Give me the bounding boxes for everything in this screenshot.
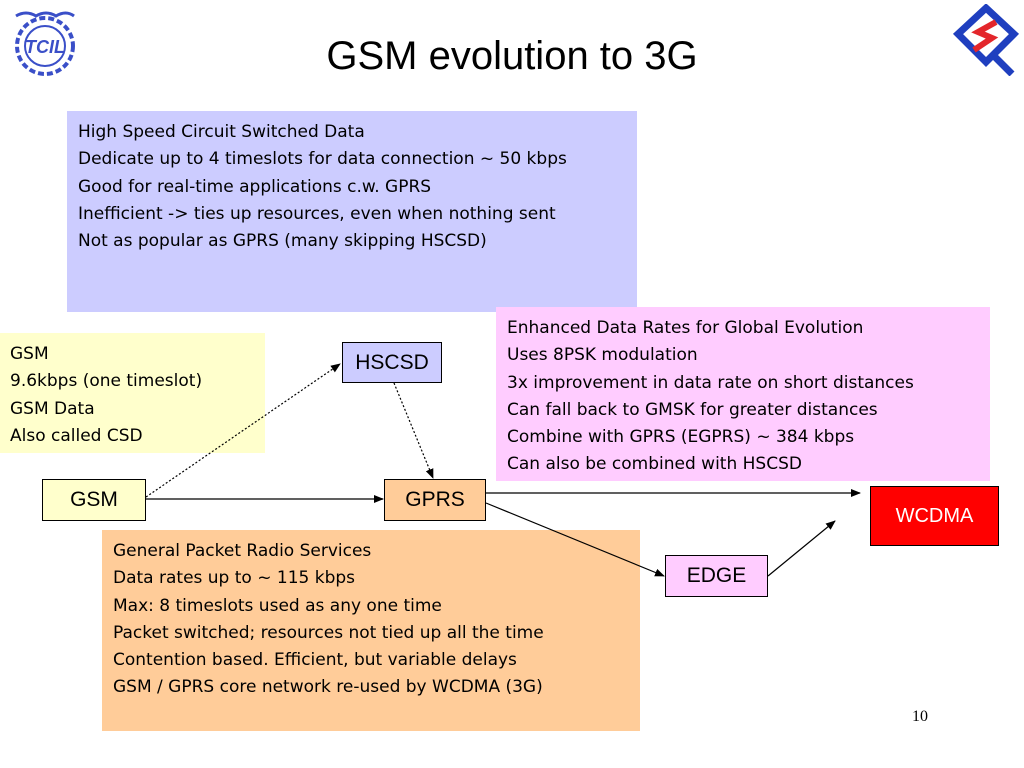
q-logo-icon xyxy=(952,4,1020,76)
edge-description-line: Can fall back to GMSK for greater distan… xyxy=(507,399,878,420)
gprs-description-line: Data rates up to ~ 115 kbps xyxy=(113,568,356,589)
tcil-logo-text: TCIL xyxy=(25,37,65,57)
gsm-description-line: Also called CSD xyxy=(10,425,143,446)
gsm-description-box: GSM 9.6kbps (one timeslot) GSM Data Also… xyxy=(0,333,265,453)
edge-description-line: Combine with GPRS (EGPRS) ~ 384 kbps xyxy=(507,427,855,448)
gprs-description-line: GSM / GPRS core network re-used by WCDMA… xyxy=(113,677,543,698)
edge-description-heading: Enhanced Data Rates for Global Evolution xyxy=(507,318,864,338)
hscsd-description-box: High Speed Circuit Switched Data Dedicat… xyxy=(67,111,637,312)
gprs-node: GPRS xyxy=(384,479,486,521)
edge-description-line: Can also be combined with HSCSD xyxy=(507,454,802,475)
tcil-logo-icon: TCIL xyxy=(15,11,75,76)
hscsd-description-line: Good for real-time applications c.w. GPR… xyxy=(78,176,432,197)
edge-description-box: Enhanced Data Rates for Global Evolution… xyxy=(496,307,990,481)
edge-to-wcdma-arrow xyxy=(767,520,836,577)
gsm-description-heading: GSM xyxy=(10,344,49,364)
hscsd-node: HSCSD xyxy=(342,342,442,383)
gsm-to-hscsd-arrow xyxy=(145,363,341,498)
edge-description-line: Uses 8PSK modulation xyxy=(507,345,698,366)
gprs-to-edge-arrow xyxy=(485,502,665,577)
hscsd-description-line: Not as popular as GPRS (many skipping HS… xyxy=(78,231,487,252)
hscsd-description-line: Dedicate up to 4 timeslots for data conn… xyxy=(78,149,567,170)
hscsd-description-line: Inefficient -> ties up resources, even w… xyxy=(78,203,556,224)
gsm-description-line: GSM Data xyxy=(10,398,95,419)
gprs-description-line: Packet switched; resources not tied up a… xyxy=(113,622,544,643)
gsm-description-line: 9.6kbps (one timeslot) xyxy=(10,371,203,392)
gprs-description-line: Max: 8 timeslots used as any one time xyxy=(113,595,442,616)
gprs-description-line: Contention based. Efficient, but variabl… xyxy=(113,650,517,671)
edge-node: EDGE xyxy=(665,555,768,597)
page-number: 10 xyxy=(912,708,928,725)
wcdma-node: WCDMA xyxy=(870,486,999,546)
page-title: GSM evolution to 3G xyxy=(326,34,698,78)
gprs-description-box: General Packet Radio Services Data rates… xyxy=(102,530,640,731)
gprs-description-heading: General Packet Radio Services xyxy=(113,541,372,561)
edge-description-line: 3x improvement in data rate on short dis… xyxy=(507,372,914,393)
gsm-node: GSM xyxy=(42,479,146,521)
hscsd-description-heading: High Speed Circuit Switched Data xyxy=(78,122,365,142)
hscsd-to-gprs-arrow xyxy=(393,382,434,479)
